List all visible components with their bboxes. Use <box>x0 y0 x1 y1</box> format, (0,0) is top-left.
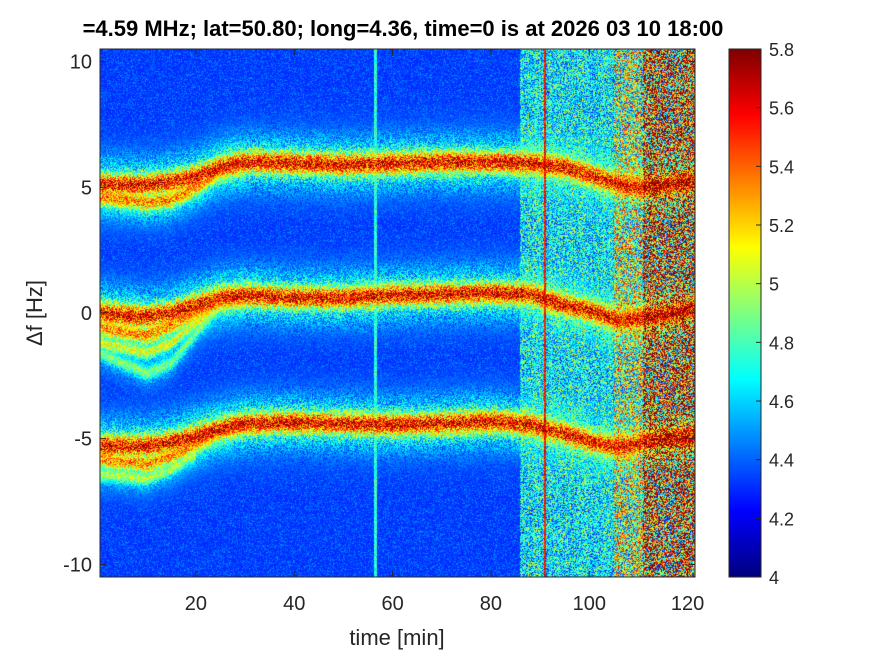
colorbar-frame <box>728 48 762 578</box>
colorbar-tick-label: 4 <box>769 568 779 588</box>
colorbar-tick-label: 4.2 <box>769 509 794 529</box>
y-tick-label: 5 <box>81 177 92 199</box>
colorbar-tick-label: 5.4 <box>769 157 794 177</box>
colorbar-tick-label: 5.6 <box>769 99 794 119</box>
colorbar-tick-label: 4.8 <box>769 333 794 353</box>
colorbar-tick-label: 5 <box>769 275 779 295</box>
colorbar-tick-label: 5.8 <box>769 40 794 60</box>
colorbar-tick-label: 5.2 <box>769 216 794 236</box>
x-axis: 20 40 60 80 100 120 <box>185 49 704 615</box>
y-tick-label: 10 <box>70 52 92 74</box>
y-tick-label: -5 <box>74 429 92 451</box>
colorbar-ticks: 5.8 5.6 5.4 5.2 5 4.8 4.6 4.4 4.2 4 <box>756 40 794 588</box>
x-tick-label: 60 <box>381 593 403 615</box>
heatmap-plot-area <box>99 48 696 578</box>
colorbar <box>728 48 762 578</box>
spectrogram-heatmap <box>100 49 695 577</box>
y-axis-label: Δf [Hz] <box>22 280 47 346</box>
x-tick-label: 80 <box>480 593 502 615</box>
x-tick-label: 120 <box>671 593 704 615</box>
x-tick-label: 40 <box>283 593 305 615</box>
y-tick-label: 0 <box>81 303 92 325</box>
colorbar-gradient <box>729 49 761 577</box>
colorbar-tick-label: 4.6 <box>769 392 794 412</box>
colorbar-tick-label: 4.4 <box>769 451 794 471</box>
x-tick-label: 100 <box>573 593 606 615</box>
y-axis: 10 5 0 -5 -10 <box>63 52 695 576</box>
x-tick-label: 20 <box>185 593 207 615</box>
x-axis-label: time [min] <box>349 625 444 650</box>
y-tick-label: -10 <box>63 554 92 576</box>
chart-title: =4.59 MHz; lat=50.80; long=4.36, time=0 … <box>83 16 724 41</box>
